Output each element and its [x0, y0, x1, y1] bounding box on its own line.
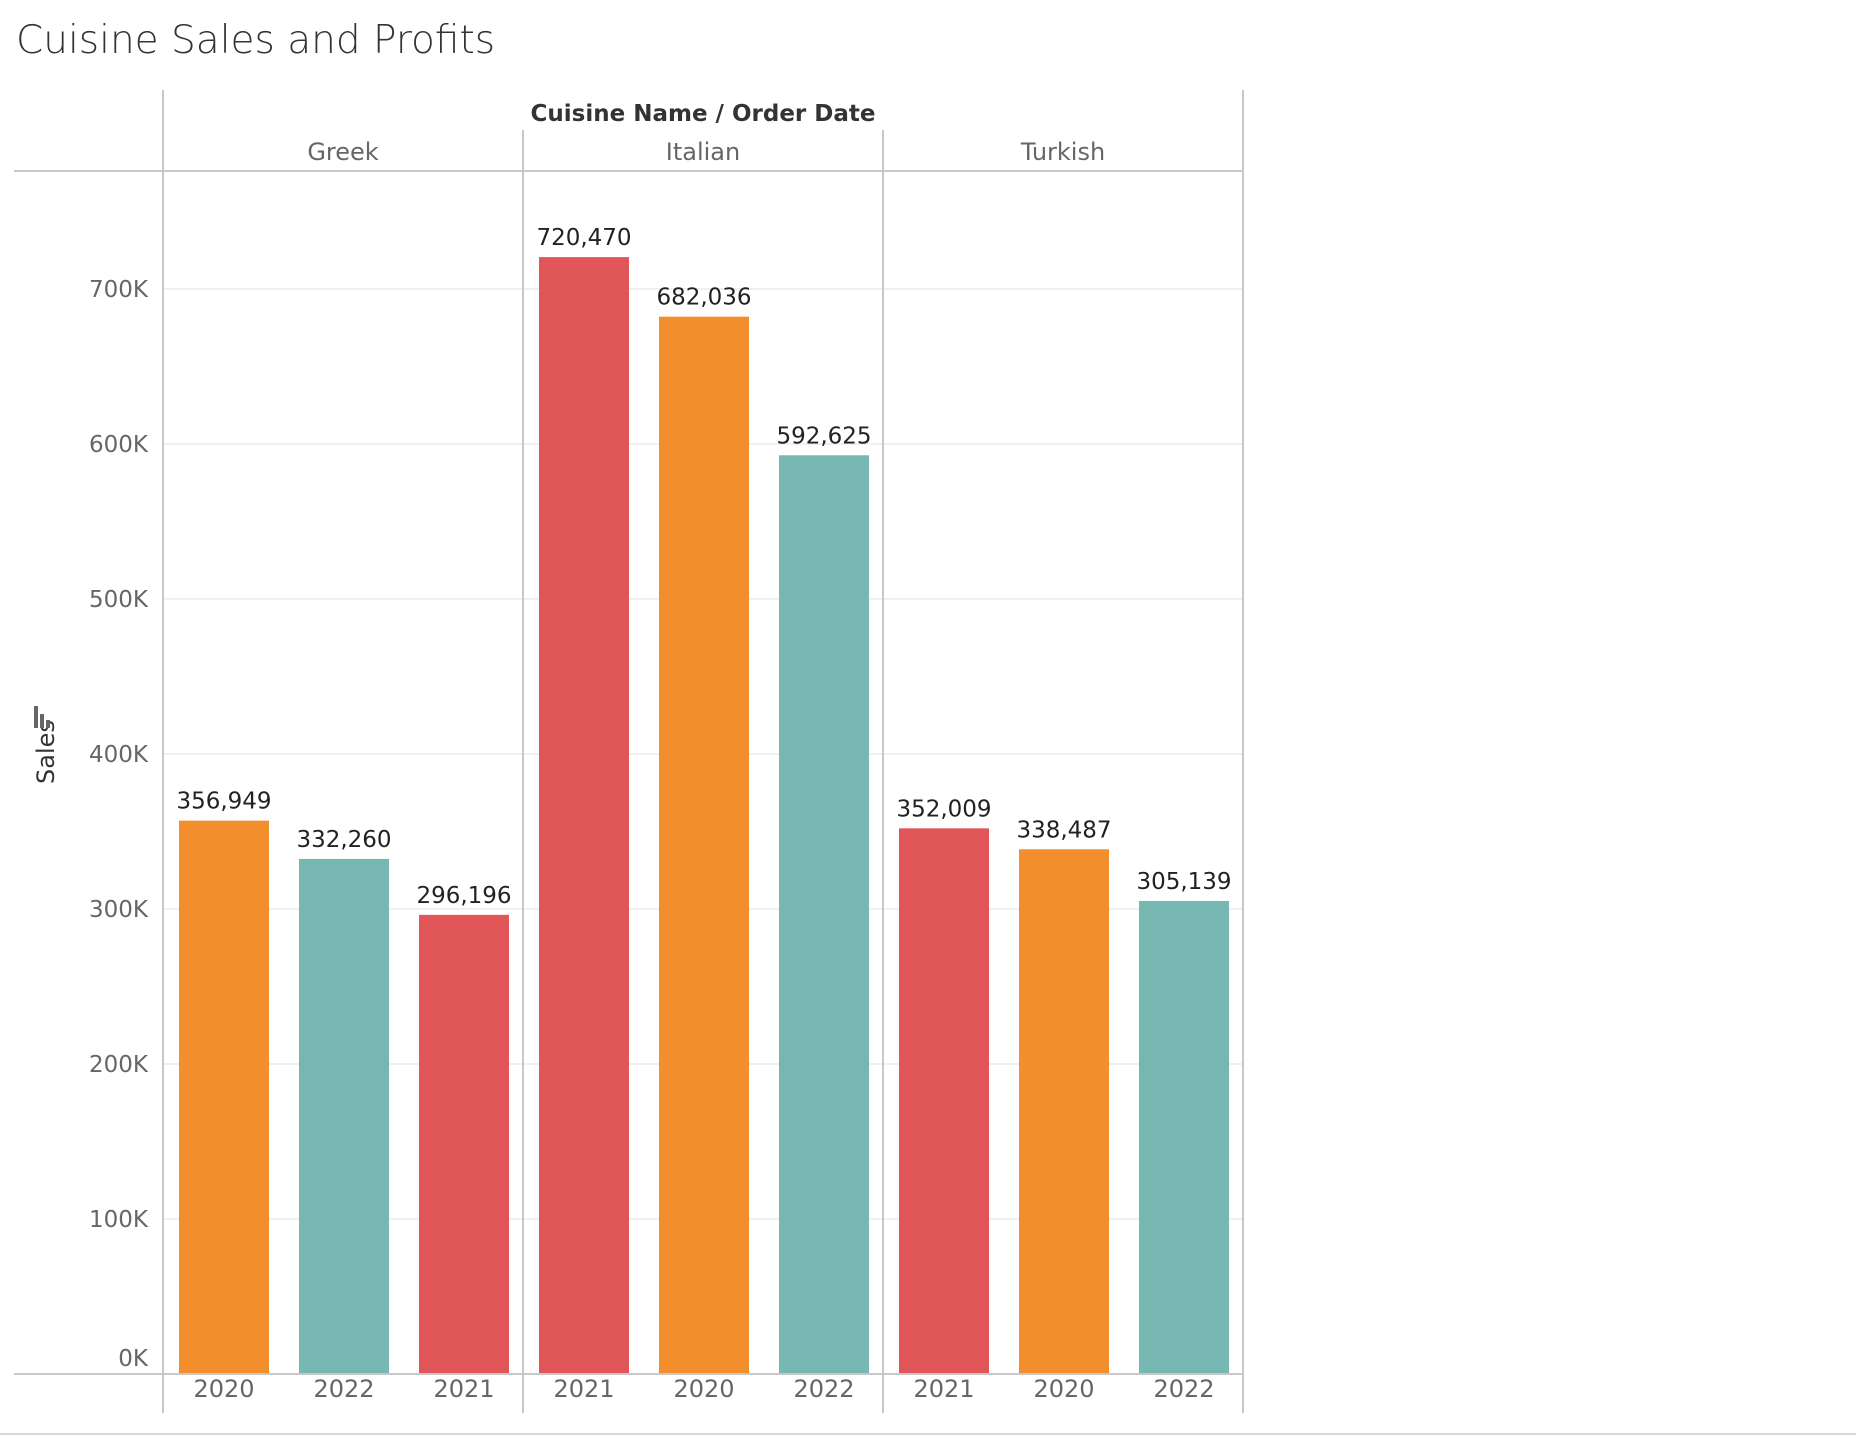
- y-tick-label: 200K: [89, 1052, 149, 1078]
- data-label: 305,139: [1136, 869, 1231, 895]
- x-tick-label: 2021: [433, 1375, 494, 1403]
- sort-icon-bar: [34, 706, 38, 728]
- panel-header-italian: Italian: [666, 138, 740, 166]
- sort-icon-bar: [40, 714, 44, 728]
- data-label: 356,949: [176, 789, 271, 815]
- x-tick-label: 2022: [793, 1375, 854, 1403]
- data-label: 682,036: [656, 285, 751, 311]
- x-tick-label: 2020: [1033, 1375, 1094, 1403]
- y-tick-label: 700K: [89, 277, 149, 303]
- bar-italian-2021[interactable]: [539, 257, 629, 1374]
- panel-header-turkish: Turkish: [1020, 138, 1105, 166]
- chart-title: Cuisine Sales and Profits: [16, 18, 496, 63]
- data-label: 296,196: [416, 883, 511, 909]
- bar-greek-2022[interactable]: [299, 858, 389, 1374]
- x-tick-label: 2021: [553, 1375, 614, 1403]
- bar-turkish-2021[interactable]: [899, 828, 989, 1374]
- data-label: 592,625: [776, 423, 871, 449]
- bar-turkish-2022[interactable]: [1139, 900, 1229, 1374]
- x-tick-label: 2022: [1153, 1375, 1214, 1403]
- bar-italian-2022[interactable]: [779, 455, 869, 1374]
- x-tick-label: 2021: [913, 1375, 974, 1403]
- x-tick-label: 2022: [313, 1375, 374, 1403]
- sort-icon[interactable]: [34, 706, 50, 728]
- bar-turkish-2020[interactable]: [1019, 849, 1109, 1374]
- column-header: Cuisine Name / Order Date: [531, 101, 876, 127]
- y-tick-label: 0K: [118, 1346, 149, 1372]
- y-tick-label: 400K: [89, 742, 149, 768]
- y-tick-label: 600K: [89, 432, 149, 458]
- data-label: 332,260: [296, 827, 391, 853]
- x-tick-label: 2020: [673, 1375, 734, 1403]
- bar-italian-2020[interactable]: [659, 316, 749, 1374]
- sort-icon-bar: [46, 720, 50, 728]
- data-label: 352,009: [896, 796, 991, 822]
- y-axis-title: Sales: [32, 720, 60, 784]
- x-tick-label: 2020: [193, 1375, 254, 1403]
- panel-header-greek: Greek: [307, 138, 378, 166]
- y-tick-label: 100K: [89, 1207, 149, 1233]
- data-label: 720,470: [536, 225, 631, 251]
- data-label: 338,487: [1016, 817, 1111, 843]
- bar-greek-2021[interactable]: [419, 914, 509, 1374]
- y-tick-label: 500K: [89, 587, 149, 613]
- bar-greek-2020[interactable]: [179, 820, 269, 1374]
- y-tick-label: 300K: [89, 897, 149, 923]
